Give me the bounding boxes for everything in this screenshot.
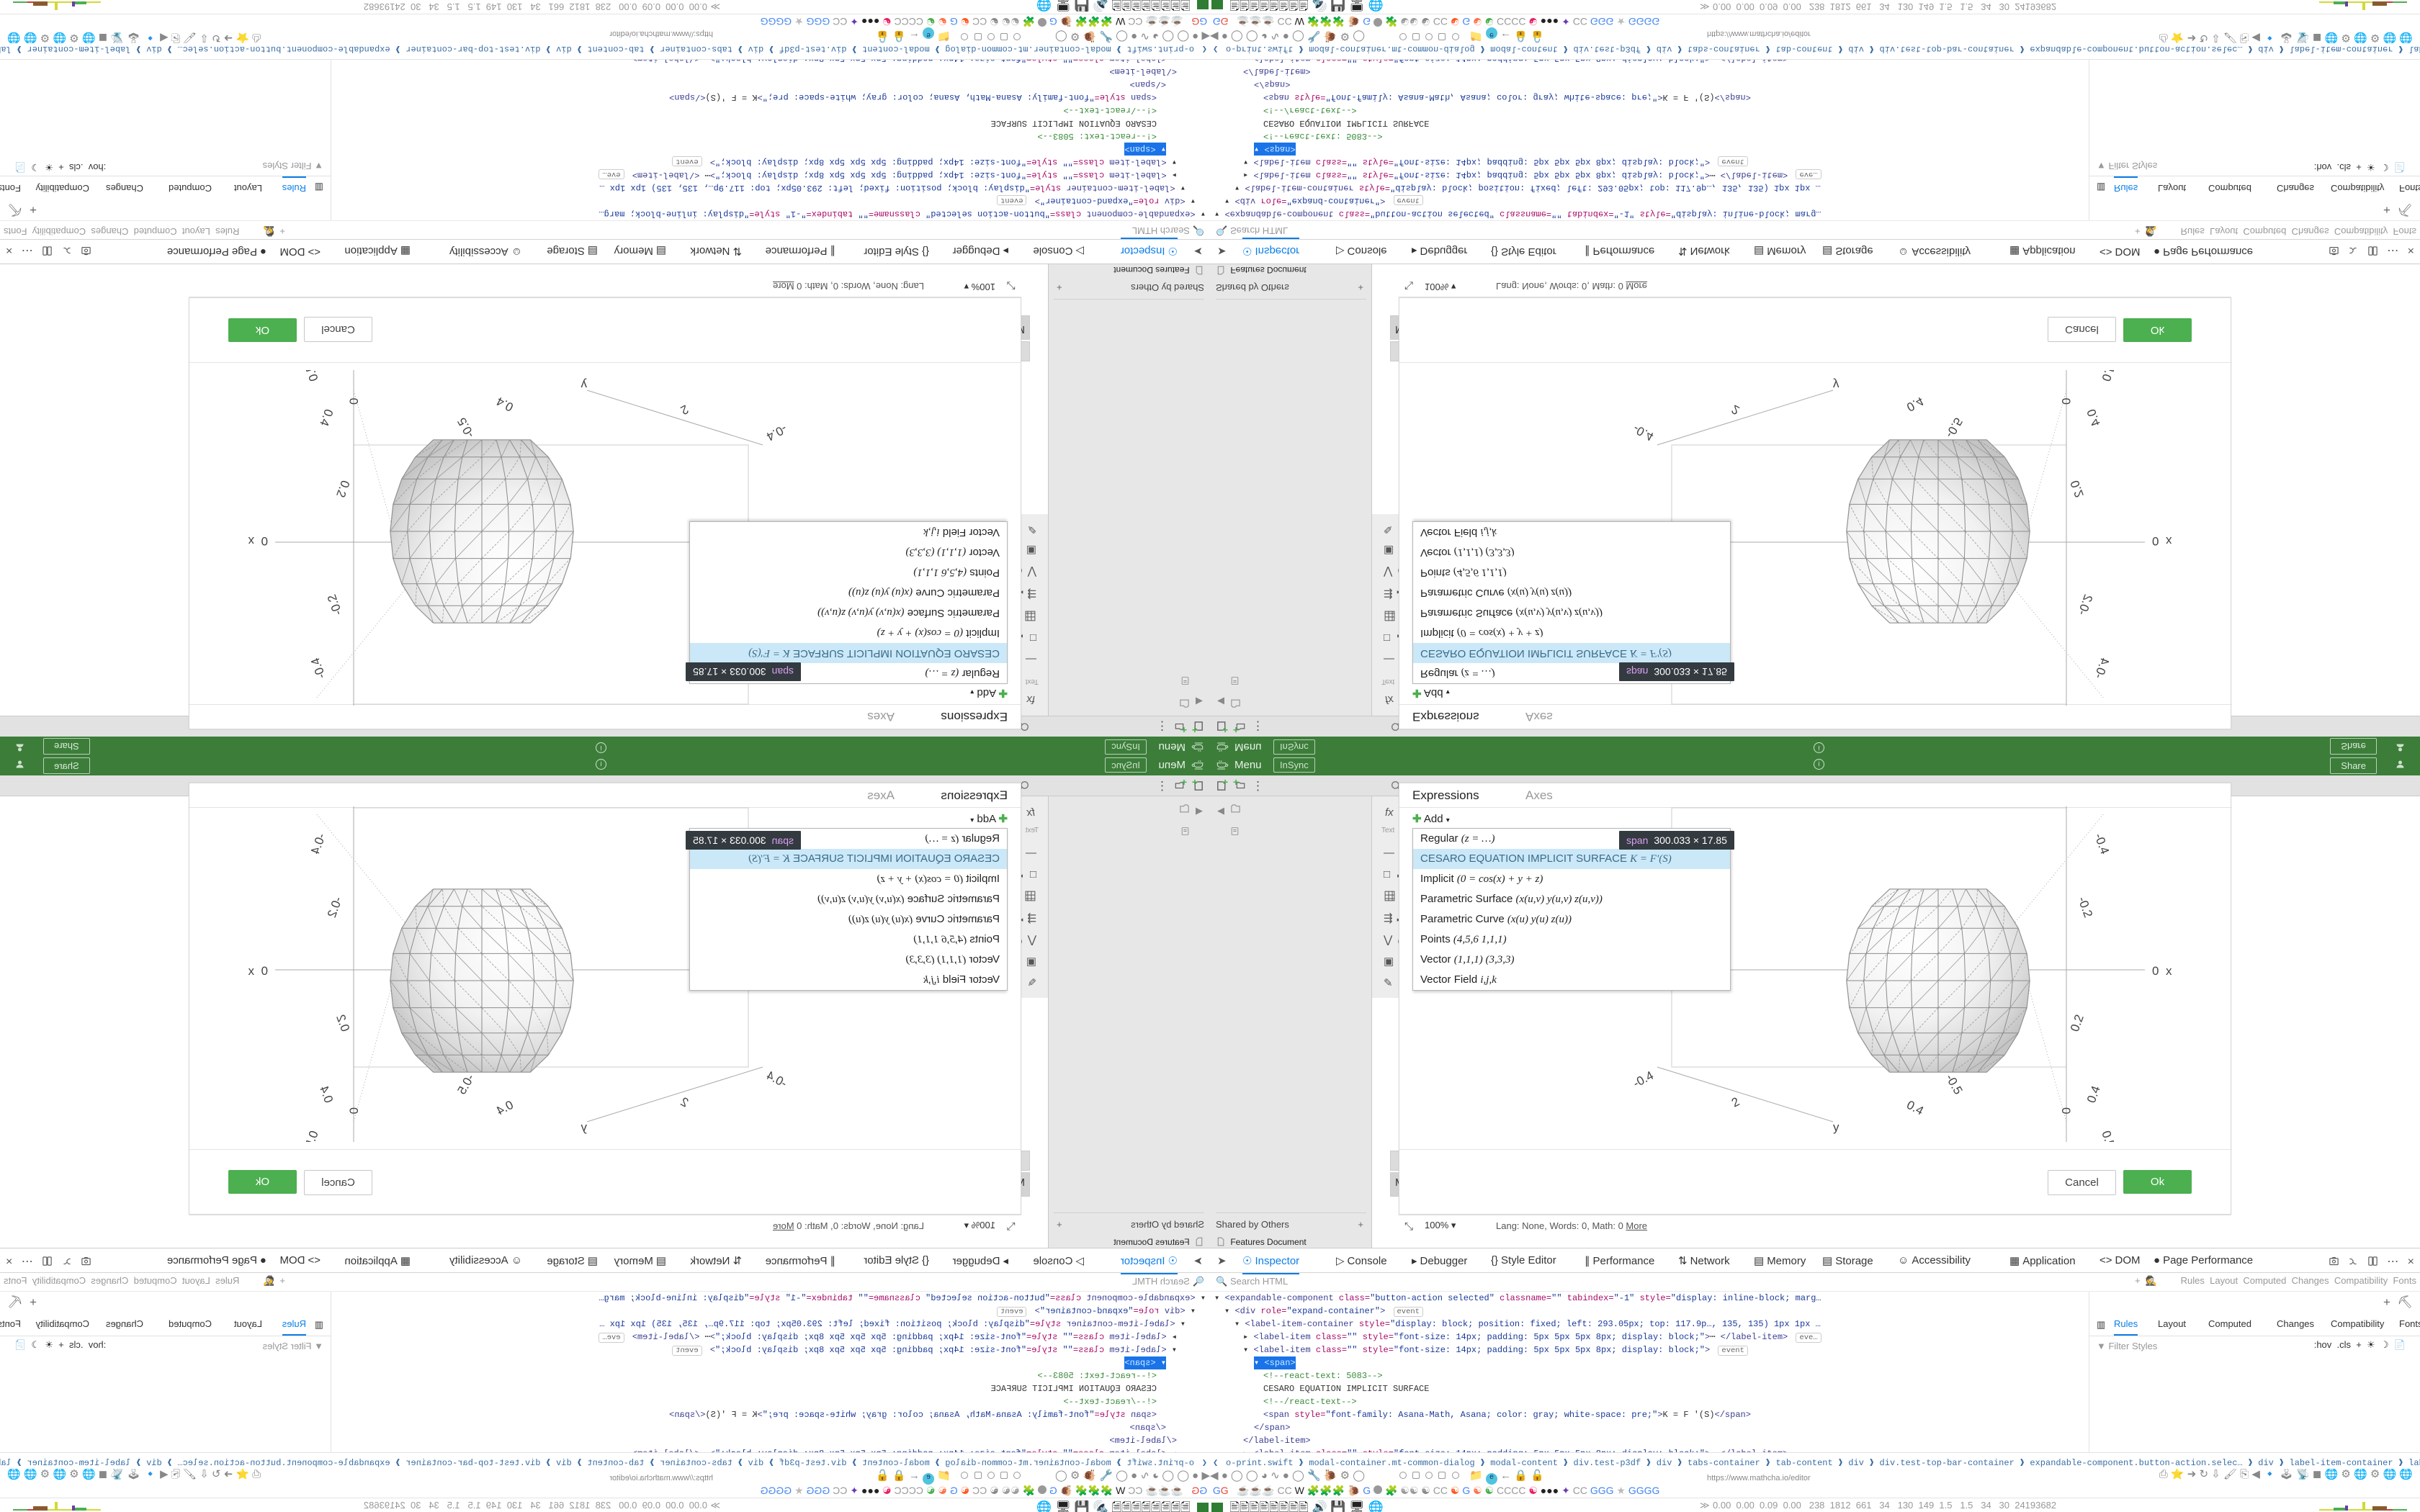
svg-text:2: 2 [678,402,691,417]
svg-text:0: 0 [2152,964,2159,978]
svg-text:-0.4: -0.4 [1631,422,1656,444]
svg-text:x: x [2166,964,2172,978]
svg-text:2: 2 [1729,402,1742,417]
svg-text:-0.4: -0.4 [1631,1068,1656,1091]
svg-text:2: 2 [678,1094,691,1110]
svg-text:2: 2 [1729,1094,1742,1110]
svg-text:-0.4: -0.4 [764,1068,789,1091]
svg-text:0.5: 0.5 [2099,370,2118,383]
svg-text:0.5: 0.5 [302,370,321,383]
svg-text:0: 0 [261,534,268,548]
svg-text:0.5: 0.5 [302,1129,321,1142]
svg-text:0: 0 [261,964,268,978]
svg-text:x: x [248,964,254,978]
svg-text:-0.4: -0.4 [764,422,789,444]
svg-text:x: x [248,534,254,548]
svg-text:0.5: 0.5 [2099,1129,2118,1142]
svg-text:0: 0 [2152,534,2159,548]
svg-text:x: x [2166,534,2172,548]
